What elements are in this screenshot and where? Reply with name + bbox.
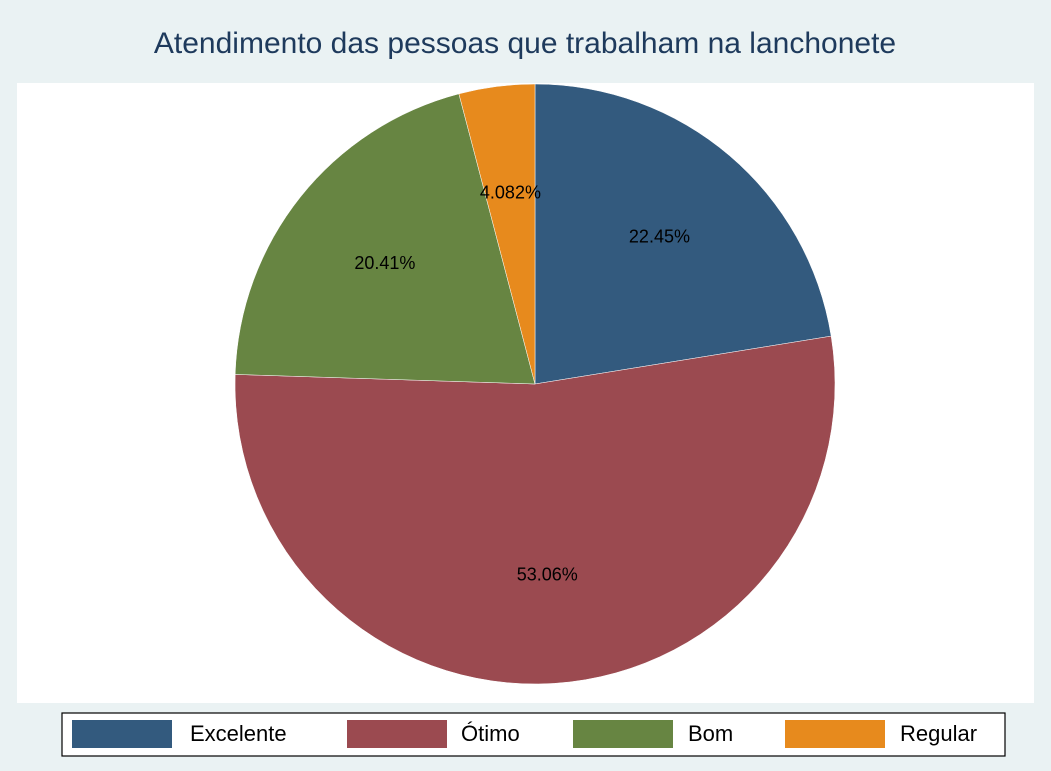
legend-swatch: [347, 720, 447, 748]
data-label: 4.082%: [480, 182, 541, 202]
legend-swatch: [785, 720, 885, 748]
legend-label: Excelente: [190, 721, 287, 746]
chart-title: Atendimento das pessoas que trabalham na…: [154, 27, 896, 60]
pie-slice: [458, 83, 536, 385]
pie-slice: [234, 335, 836, 685]
data-label: 20.41%: [354, 253, 415, 273]
legend-label: Ótimo: [461, 721, 520, 746]
legend-swatch: [573, 720, 673, 748]
legend-label: Regular: [900, 721, 977, 746]
data-label: 22.45%: [629, 227, 690, 247]
legend-swatch: [72, 720, 172, 748]
data-label: 53.06%: [517, 564, 578, 584]
pie-slice: [234, 93, 536, 385]
legend-label: Bom: [688, 721, 733, 746]
pie-slice: [534, 83, 832, 385]
